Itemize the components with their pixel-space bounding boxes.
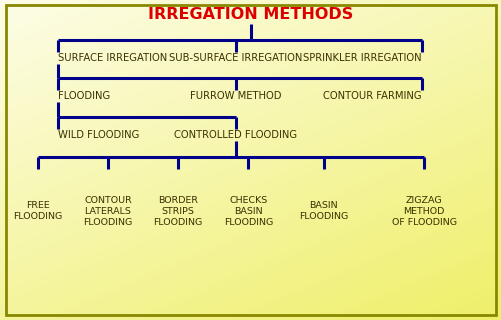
Text: SURFACE IRREGATION: SURFACE IRREGATION bbox=[58, 52, 167, 63]
Text: SUB-SURFACE IRREGATION: SUB-SURFACE IRREGATION bbox=[169, 52, 302, 63]
Text: CONTROLLED FLOODING: CONTROLLED FLOODING bbox=[174, 130, 297, 140]
Text: CONTOUR
LATERALS
FLOODING: CONTOUR LATERALS FLOODING bbox=[83, 196, 132, 227]
Text: BASIN
FLOODING: BASIN FLOODING bbox=[299, 201, 348, 221]
Text: ZIGZAG
METHOD
OF FLOODING: ZIGZAG METHOD OF FLOODING bbox=[391, 196, 456, 227]
Text: BORDER
STRIPS
FLOODING: BORDER STRIPS FLOODING bbox=[153, 196, 202, 227]
Text: FREE
FLOODING: FREE FLOODING bbox=[13, 201, 62, 221]
Text: WILD FLOODING: WILD FLOODING bbox=[58, 130, 139, 140]
Text: FURROW METHOD: FURROW METHOD bbox=[190, 91, 281, 101]
Text: SPRINKLER IRREGATION: SPRINKLER IRREGATION bbox=[303, 52, 421, 63]
Text: IRREGATION METHODS: IRREGATION METHODS bbox=[148, 7, 353, 22]
Text: CHECKS
BASIN
FLOODING: CHECKS BASIN FLOODING bbox=[223, 196, 273, 227]
Text: FLOODING: FLOODING bbox=[58, 91, 110, 101]
Text: CONTOUR FARMING: CONTOUR FARMING bbox=[323, 91, 421, 101]
